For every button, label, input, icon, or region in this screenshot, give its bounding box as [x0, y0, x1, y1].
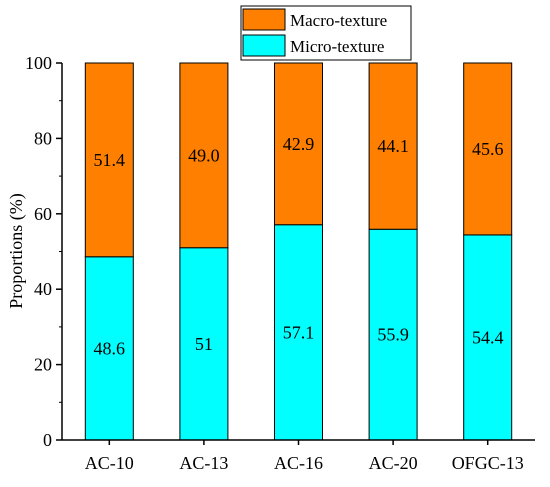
y-tick-label-60: 60: [34, 204, 52, 224]
y-tick-label-80: 80: [34, 128, 52, 148]
bar-micro-texture-ac-16: [274, 224, 323, 441]
bar-macro-texture-ofgc-13: [463, 62, 513, 236]
bar-macro-texture-ac-16: [274, 62, 323, 226]
legend-swatch-macro-texture: [242, 8, 286, 31]
x-tick-label-ofgc-13: OFGC-13: [452, 453, 524, 473]
y-tick-label-0: 0: [43, 430, 52, 450]
data-labels-layer: 48.6 51.4 51 49.0 57.1 42.9 55.9 44.1 54.4 45.6: [94, 134, 504, 359]
legend-swatch-micro-texture: [242, 34, 286, 57]
x-tick-label-ac-10: AC-10: [85, 453, 134, 473]
bar-micro-texture-ac-10: [84, 256, 134, 441]
data-label-macro-texture-ac-10: 51.4: [94, 150, 126, 170]
data-label-macro-texture-ofgc-13: 45.6: [472, 139, 504, 159]
data-label-macro-texture-ac-20: 44.1: [377, 136, 409, 156]
data-label-micro-texture-ac-16: 57.1: [283, 322, 315, 342]
y-tick-label-40: 40: [34, 279, 52, 299]
x-tick-label-ac-20: AC-20: [369, 453, 418, 473]
y-tick-label-20: 20: [34, 355, 52, 375]
data-label-micro-texture-ac-20: 55.9: [377, 325, 409, 345]
x-tick-label-ac-13: AC-13: [179, 453, 228, 473]
bar-macro-texture-ac-13: [179, 62, 229, 249]
legend: Macro-texture Micro-texture: [240, 5, 412, 61]
x-tick-label-ac-16: AC-16: [274, 453, 323, 473]
data-label-micro-texture-ac-13: 51: [195, 334, 213, 354]
y-axis-label: Proportions (%): [6, 193, 27, 309]
y-ticks-layer: 0 20 40 60 80 100: [25, 53, 62, 450]
data-label-micro-texture-ac-10: 48.6: [94, 338, 126, 358]
data-label-macro-texture-ac-16: 42.9: [283, 134, 315, 154]
data-label-macro-texture-ac-13: 49.0: [188, 145, 220, 165]
legend-label-macro-texture: Macro-texture: [290, 11, 387, 30]
bar-macro-texture-ac-10: [84, 62, 134, 258]
bars-layer: [84, 62, 513, 441]
y-tick-label-100: 100: [25, 53, 52, 73]
data-label-micro-texture-ofgc-13: 54.4: [472, 327, 504, 347]
bar-macro-texture-ac-20: [368, 62, 418, 230]
x-ticks-layer: AC-10 AC-13 AC-16 AC-20 OFGC-13: [85, 440, 524, 473]
legend-label-micro-texture: Micro-texture: [290, 37, 384, 56]
